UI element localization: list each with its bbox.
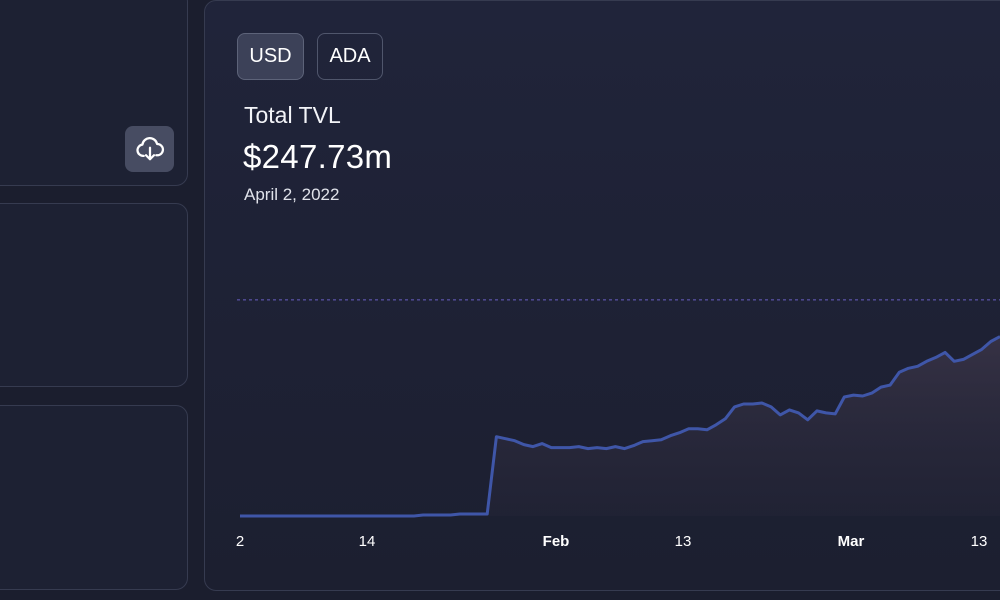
x-tick-label: Feb (543, 533, 570, 550)
tvl-series-line (240, 335, 1000, 518)
tvl-value: $247.73m (243, 138, 393, 175)
currency-ada-button[interactable]: ADA (317, 33, 383, 80)
x-tick-label: 13 (971, 533, 988, 550)
tvl-area-fill (240, 336, 1000, 516)
cloud-download-icon (135, 137, 164, 161)
x-tick-label: 13 (675, 533, 692, 550)
chart-title: Total TVL (244, 102, 341, 128)
currency-usd-button[interactable]: USD (237, 33, 304, 80)
x-tick-label: 2 (236, 533, 244, 550)
x-tick-label: 14 (359, 533, 376, 550)
left-panel-bottom (0, 405, 188, 590)
download-button[interactable] (125, 126, 174, 172)
left-panel-middle (0, 203, 188, 387)
x-tick-label: Mar (838, 533, 865, 550)
tvl-date: April 2, 2022 (244, 185, 340, 204)
